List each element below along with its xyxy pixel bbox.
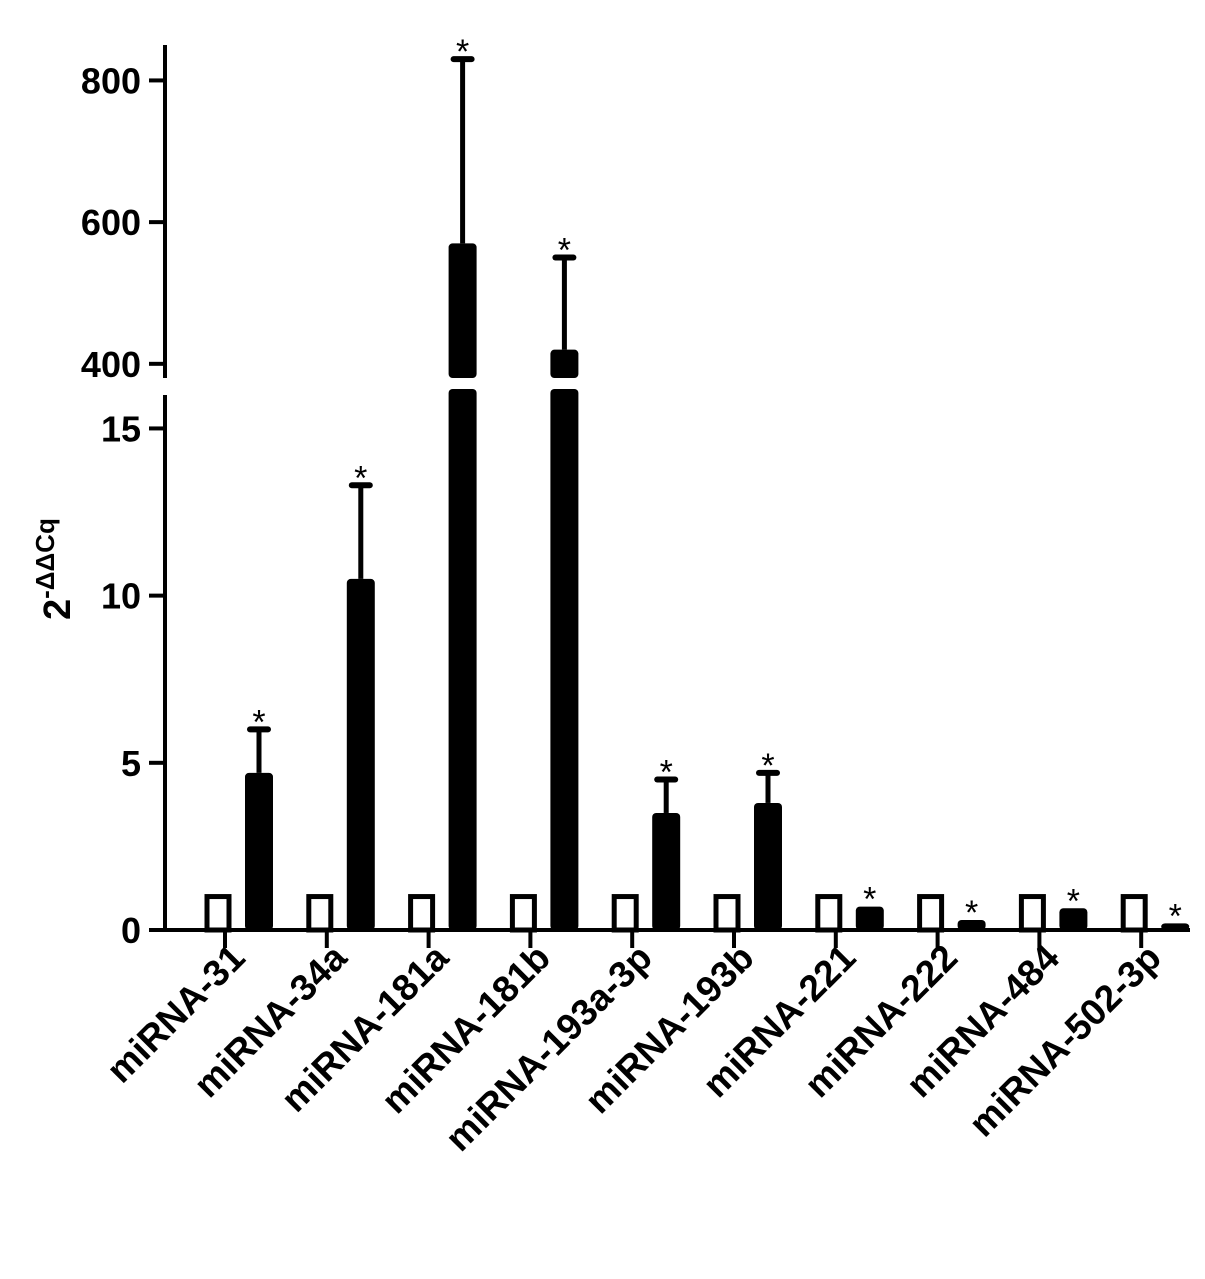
significance-star-2: * bbox=[456, 33, 469, 71]
y-axis-title-superscript: -ΔΔCq bbox=[30, 518, 60, 599]
control-bar-7 bbox=[917, 894, 945, 933]
y-tick-label-upper-2: 800 bbox=[81, 60, 141, 101]
treated-bar-7 bbox=[957, 919, 986, 930]
significance-star-4: * bbox=[660, 754, 673, 792]
significance-star-0: * bbox=[252, 703, 265, 741]
chart-marks bbox=[204, 56, 1190, 933]
treated-bar-lower-2 bbox=[448, 389, 477, 930]
y-tick-label-upper-0: 400 bbox=[81, 344, 141, 385]
y-axis-title: 2-ΔΔCq bbox=[30, 518, 79, 620]
y-tick-label-lower-2: 10 bbox=[101, 576, 141, 617]
y-tick-label-lower-1: 5 bbox=[121, 743, 141, 784]
treated-bar-upper-3 bbox=[550, 349, 579, 378]
y-tick-label-upper-1: 600 bbox=[81, 202, 141, 243]
y-tick-label-lower-3: 15 bbox=[101, 408, 141, 449]
significance-star-6: * bbox=[863, 881, 876, 919]
control-bar-3 bbox=[509, 894, 537, 933]
category-label-9: miRNA-502-3p bbox=[961, 937, 1169, 1145]
treated-bar-4 bbox=[652, 812, 681, 930]
control-bar-0 bbox=[204, 894, 232, 933]
chart-axes bbox=[149, 45, 1190, 948]
control-bar-6 bbox=[815, 894, 843, 933]
treated-bar-1 bbox=[346, 578, 375, 930]
treated-bar-lower-3 bbox=[550, 389, 579, 930]
control-bar-5 bbox=[713, 894, 741, 933]
control-bar-2 bbox=[408, 894, 436, 933]
chart-labels: *miRNA-31*miRNA-34a*miRNA-181a*miRNA-181… bbox=[30, 33, 1182, 1159]
treated-bar-6 bbox=[855, 906, 884, 930]
y-axis-title-base: 2 bbox=[37, 599, 79, 620]
significance-star-8: * bbox=[1067, 882, 1080, 920]
significance-star-1: * bbox=[354, 459, 367, 497]
control-bar-9 bbox=[1120, 894, 1148, 933]
significance-star-3: * bbox=[558, 232, 571, 270]
significance-star-7: * bbox=[965, 894, 978, 932]
control-bar-4 bbox=[611, 894, 639, 933]
y-tick-label-lower-0: 0 bbox=[121, 910, 141, 951]
control-bar-8 bbox=[1018, 894, 1046, 933]
control-bar-1 bbox=[306, 894, 334, 933]
significance-star-5: * bbox=[761, 747, 774, 785]
treated-bar-8 bbox=[1059, 908, 1088, 930]
treated-bar-upper-2 bbox=[448, 243, 477, 378]
significance-star-9: * bbox=[1169, 897, 1182, 935]
treated-bar-0 bbox=[245, 772, 273, 930]
treated-bar-5 bbox=[754, 802, 782, 930]
